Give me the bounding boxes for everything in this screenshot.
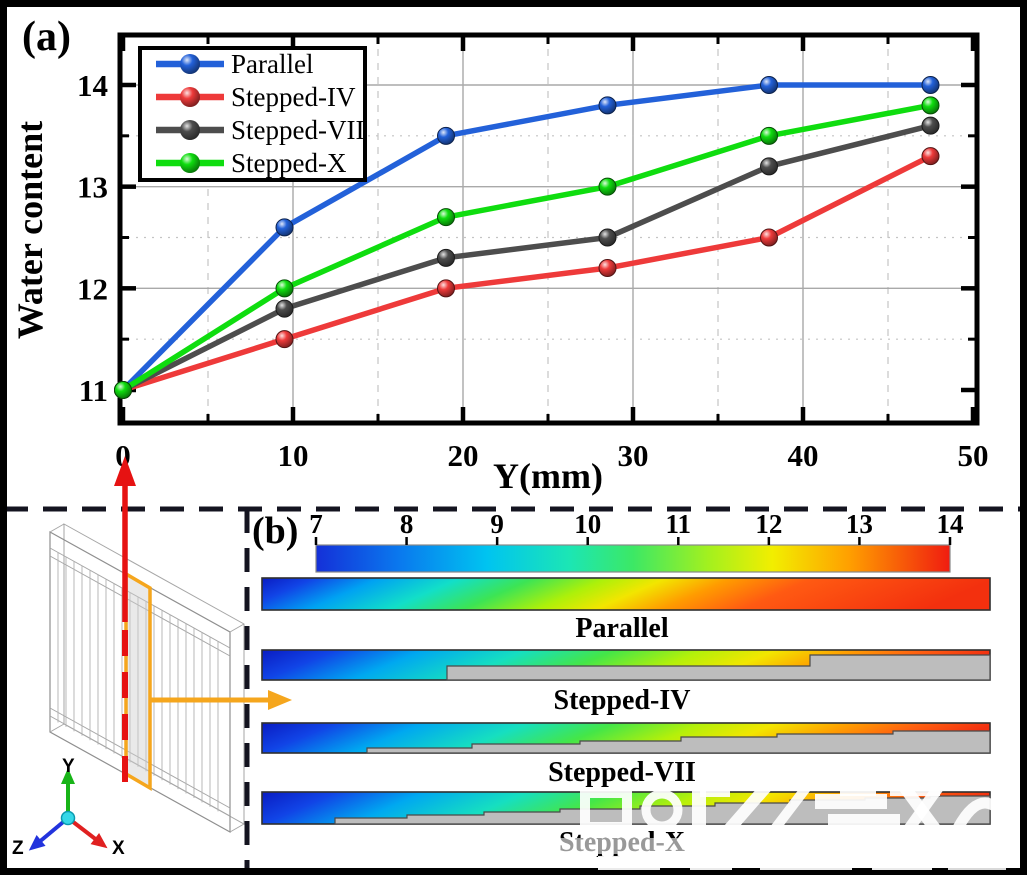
colorbar-tick-label: 8 xyxy=(400,509,414,539)
legend-marker xyxy=(180,120,200,140)
colorbar-tick-label: 10 xyxy=(574,509,601,539)
data-point-stepped-iv xyxy=(437,279,455,298)
series-line-parallel xyxy=(121,82,931,392)
y-tick-label: 12 xyxy=(77,271,108,306)
colorbar xyxy=(315,544,951,573)
x-tick-label: 40 xyxy=(788,438,819,473)
wireframe-line xyxy=(229,823,245,833)
colorbar-tick-label: 12 xyxy=(755,509,782,539)
data-point-stepped-iv xyxy=(275,330,294,349)
contour-strip-parallel xyxy=(261,577,991,611)
gray-step-region xyxy=(446,654,991,681)
data-point-stepped-x xyxy=(598,177,617,196)
colorbar-tick-label: 11 xyxy=(666,509,692,539)
contour-label-stepped-iv: Stepped-IV xyxy=(553,685,691,716)
series-line-stepped-x xyxy=(121,102,932,393)
data-point-stepped-vii xyxy=(760,157,778,176)
wireframe-line xyxy=(49,523,65,533)
contour-label-stepped-vii: Stepped-VII xyxy=(548,757,696,788)
data-point-parallel xyxy=(275,218,294,237)
x-tick-label: 10 xyxy=(278,438,309,473)
colorbar-tick-label: 14 xyxy=(937,509,964,539)
data-point-stepped-vii xyxy=(598,228,617,247)
data-point-stepped-iv xyxy=(598,258,617,277)
data-point-parallel xyxy=(921,75,940,94)
data-point-stepped-vii xyxy=(275,299,294,318)
legend-label: Stepped-VII xyxy=(231,115,364,145)
data-point-stepped-x xyxy=(275,279,294,298)
colorbar-tick-label: 9 xyxy=(490,509,504,539)
data-point-stepped-iv xyxy=(760,228,778,247)
triad-label: Z xyxy=(12,838,24,859)
highlighted-slice xyxy=(124,570,152,792)
x-axis-title: Y(mm) xyxy=(493,456,603,496)
x-tick-label: 50 xyxy=(958,438,989,473)
panel-a-plot: 0 10 20 30 40 5011121314ParallelStepped-IVSte… xyxy=(77,32,989,473)
data-point-parallel xyxy=(760,75,778,94)
orange-arrow-head xyxy=(268,690,292,710)
series-line-stepped-vii xyxy=(121,122,932,393)
contour-label-parallel: Parallel xyxy=(575,613,669,644)
data-point-parallel xyxy=(598,96,617,115)
data-point-stepped-vii xyxy=(921,116,940,135)
panel-a-label: (a) xyxy=(22,14,71,60)
legend-marker xyxy=(180,87,200,107)
x-tick-label: 20 xyxy=(448,438,479,473)
data-point-parallel xyxy=(437,126,455,145)
triad-arrow-head xyxy=(28,835,46,851)
triad-arrow-head xyxy=(61,768,75,784)
panel-b-label: (b) xyxy=(252,510,299,552)
wireframe-line xyxy=(49,547,231,649)
legend-label: Stepped-IV xyxy=(231,82,356,112)
wireframe-line xyxy=(229,623,245,633)
red-arrow-head xyxy=(114,456,136,486)
legend-label: Parallel xyxy=(231,49,313,79)
colorbar-tick-label: 13 xyxy=(846,509,873,539)
data-point-stepped-x xyxy=(921,96,940,115)
wireframe-line xyxy=(49,707,231,809)
data-point-stepped-vii xyxy=(437,248,455,267)
y-tick-label: 13 xyxy=(77,170,108,205)
legend-marker xyxy=(180,153,200,173)
legend-marker xyxy=(180,54,200,74)
legend-label: Stepped-X xyxy=(231,148,347,178)
gray-step-region xyxy=(366,730,991,754)
triad-arrow-head xyxy=(90,833,108,849)
triad-label: X xyxy=(112,838,125,859)
y-tick-label: 11 xyxy=(79,373,108,408)
data-point-stepped-x xyxy=(437,208,455,227)
y-axis-title: Water content xyxy=(10,120,50,340)
panel-divider-dashed-lines xyxy=(4,506,1023,869)
data-point-stepped-iv xyxy=(921,147,940,166)
triad-label: Y xyxy=(62,756,75,777)
colorbar-tick-label: 7 xyxy=(309,509,323,539)
wireframe-line xyxy=(49,723,65,733)
legend-box xyxy=(138,46,367,182)
wireframe-line xyxy=(49,715,231,817)
series-line-stepped-iv xyxy=(122,153,932,393)
data-point-stepped-x xyxy=(114,381,132,399)
data-point-stepped-x xyxy=(760,126,778,145)
x-tick-label: 30 xyxy=(618,438,649,473)
wireframe-schematic: Y X Z xyxy=(12,456,292,859)
triad-origin xyxy=(60,810,76,826)
wireframe-line xyxy=(49,555,231,657)
y-tick-label: 14 xyxy=(77,68,108,103)
contour-label-stepped-x: Stepped-X xyxy=(558,827,685,858)
